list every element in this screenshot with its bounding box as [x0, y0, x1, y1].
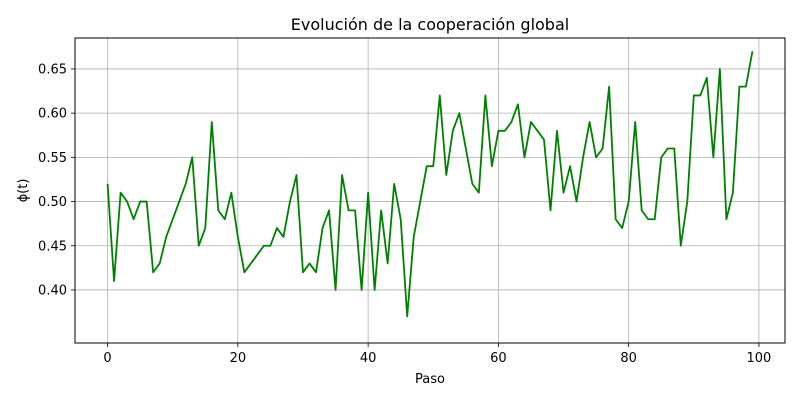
plot-area — [106, 51, 754, 318]
y-tick-label: 0.60 — [38, 107, 67, 122]
y-tick-label: 0.65 — [38, 62, 67, 77]
x-tick-label: 100 — [747, 351, 772, 366]
y-axis-ticks: 0.40 0.45 0.50 0.55 0.60 0.65 — [38, 62, 75, 298]
x-axis-label: Paso — [415, 372, 445, 387]
grid — [75, 38, 785, 343]
y-tick-label: 0.40 — [38, 283, 67, 298]
y-axis-label: ϕ(t) — [16, 179, 31, 203]
x-tick-label: 40 — [360, 351, 377, 366]
y-tick-label: 0.55 — [38, 151, 67, 166]
plot-frame — [74, 37, 786, 344]
x-tick-label: 60 — [490, 351, 507, 366]
series-line — [106, 51, 754, 318]
x-axis-ticks: 0 20 40 60 80 100 — [103, 343, 771, 366]
chart-title: Evolución de la cooperación global — [291, 15, 569, 34]
x-tick-label: 20 — [230, 351, 247, 366]
x-tick-label: 80 — [620, 351, 637, 366]
x-tick-label: 0 — [103, 351, 111, 366]
y-tick-label: 0.45 — [38, 239, 67, 254]
y-tick-label: 0.50 — [38, 195, 67, 210]
